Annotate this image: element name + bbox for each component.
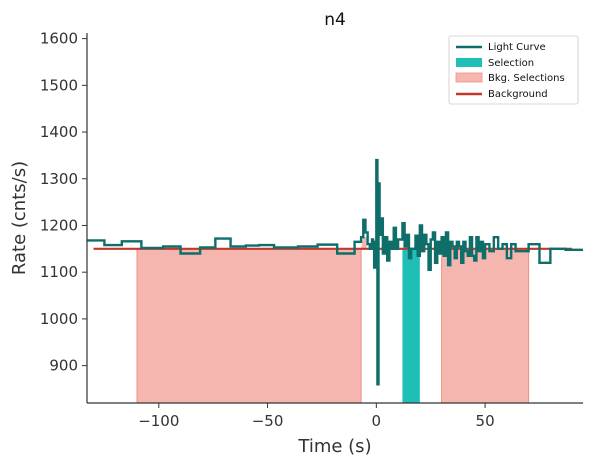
x-ticks: −100 −50 0 50 bbox=[138, 403, 495, 430]
legend-frame bbox=[448, 35, 579, 105]
background-selection-layer bbox=[136, 237, 530, 404]
x-tick-label: 0 bbox=[372, 412, 382, 430]
y-tick-label: 1200 bbox=[40, 216, 78, 234]
x-tick-label: −100 bbox=[138, 412, 179, 430]
legend-label-bkg-selections: Bkg. Selections bbox=[488, 73, 565, 84]
y-ticks: 900 1000 1100 1200 1300 1400 1500 1600 bbox=[40, 30, 87, 375]
legend-label-selection: Selection bbox=[488, 58, 534, 69]
selection-layer bbox=[402, 248, 420, 403]
x-tick-label: 50 bbox=[476, 412, 495, 430]
light-curve-layer bbox=[87, 158, 583, 386]
y-tick-label: 1100 bbox=[40, 263, 78, 281]
bkg-selection-region bbox=[441, 248, 530, 404]
y-tick-label: 1400 bbox=[40, 123, 78, 141]
x-axis-label: Time (s) bbox=[297, 436, 371, 457]
legend: Light Curve Selection Bkg. Selections Ba… bbox=[448, 35, 579, 105]
bkg-selection-region bbox=[136, 248, 362, 404]
plot-area bbox=[87, 158, 583, 404]
legend-swatch-selection bbox=[456, 58, 482, 67]
legend-label-light-curve: Light Curve bbox=[488, 42, 546, 53]
y-tick-label: 1000 bbox=[40, 310, 78, 328]
legend-label-background: Background bbox=[488, 89, 548, 100]
y-tick-label: 1300 bbox=[40, 170, 78, 188]
selection-region bbox=[402, 248, 420, 403]
chart-title: n4 bbox=[324, 10, 346, 30]
light-curve-line bbox=[87, 158, 583, 386]
bkg-selection-edge-fill bbox=[361, 237, 367, 249]
legend-swatch-bkg-selections bbox=[455, 72, 483, 83]
axes: −100 −50 0 50 900 1000 1100 1200 1300 1400 1500 16… bbox=[40, 30, 583, 430]
y-tick-label: 1600 bbox=[40, 30, 78, 48]
y-tick-label: 1500 bbox=[40, 76, 78, 94]
y-tick-label: 900 bbox=[49, 357, 78, 375]
x-tick-label: −50 bbox=[252, 412, 284, 430]
y-axis-label: Rate (cnts/s) bbox=[9, 161, 30, 275]
